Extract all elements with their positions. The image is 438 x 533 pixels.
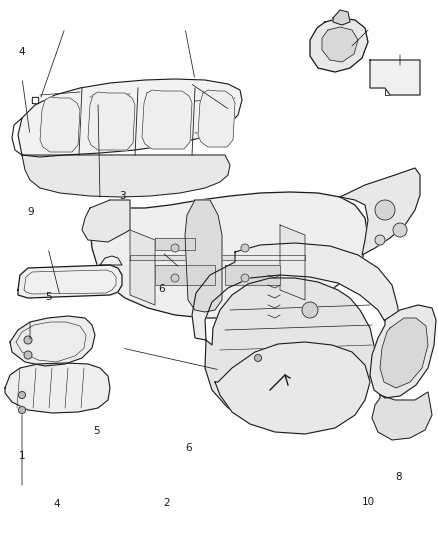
Text: 1: 1 [18,451,25,461]
Polygon shape [22,155,230,197]
Polygon shape [198,90,235,147]
Polygon shape [155,238,195,250]
Circle shape [24,336,32,344]
Circle shape [171,274,179,282]
Polygon shape [18,79,242,157]
Text: 5: 5 [45,293,52,302]
Polygon shape [155,265,215,285]
Text: 10: 10 [361,497,374,507]
Polygon shape [142,90,192,149]
Polygon shape [370,60,420,95]
Polygon shape [280,225,305,300]
Text: 5: 5 [93,426,100,435]
Polygon shape [310,18,368,72]
Polygon shape [88,92,135,150]
Polygon shape [205,278,375,426]
Text: 4: 4 [53,499,60,508]
Polygon shape [333,10,350,25]
Circle shape [393,223,407,237]
Circle shape [18,407,25,414]
Text: 6: 6 [159,285,166,294]
Text: 8: 8 [395,472,402,482]
Text: 6: 6 [185,443,192,453]
Circle shape [375,235,385,245]
Polygon shape [370,305,436,398]
Polygon shape [5,363,110,413]
Text: 3: 3 [119,191,126,200]
Text: 9: 9 [27,207,34,217]
Polygon shape [185,200,222,312]
Polygon shape [130,255,305,260]
Circle shape [241,274,249,282]
Circle shape [24,351,32,359]
Circle shape [18,392,25,399]
Text: 2: 2 [163,498,170,507]
Polygon shape [372,392,432,440]
Text: 4: 4 [18,47,25,57]
Circle shape [171,244,179,252]
Polygon shape [322,27,358,62]
Polygon shape [18,265,122,298]
Polygon shape [10,316,95,366]
Polygon shape [380,318,428,388]
Circle shape [254,354,261,361]
Polygon shape [90,192,368,318]
Polygon shape [215,342,370,434]
Circle shape [241,244,249,252]
Circle shape [302,302,318,318]
Polygon shape [192,243,398,340]
Polygon shape [225,265,280,285]
Polygon shape [130,230,155,305]
Polygon shape [40,97,80,152]
Polygon shape [340,168,420,255]
Polygon shape [100,256,122,265]
Circle shape [375,200,395,220]
Polygon shape [82,200,130,242]
